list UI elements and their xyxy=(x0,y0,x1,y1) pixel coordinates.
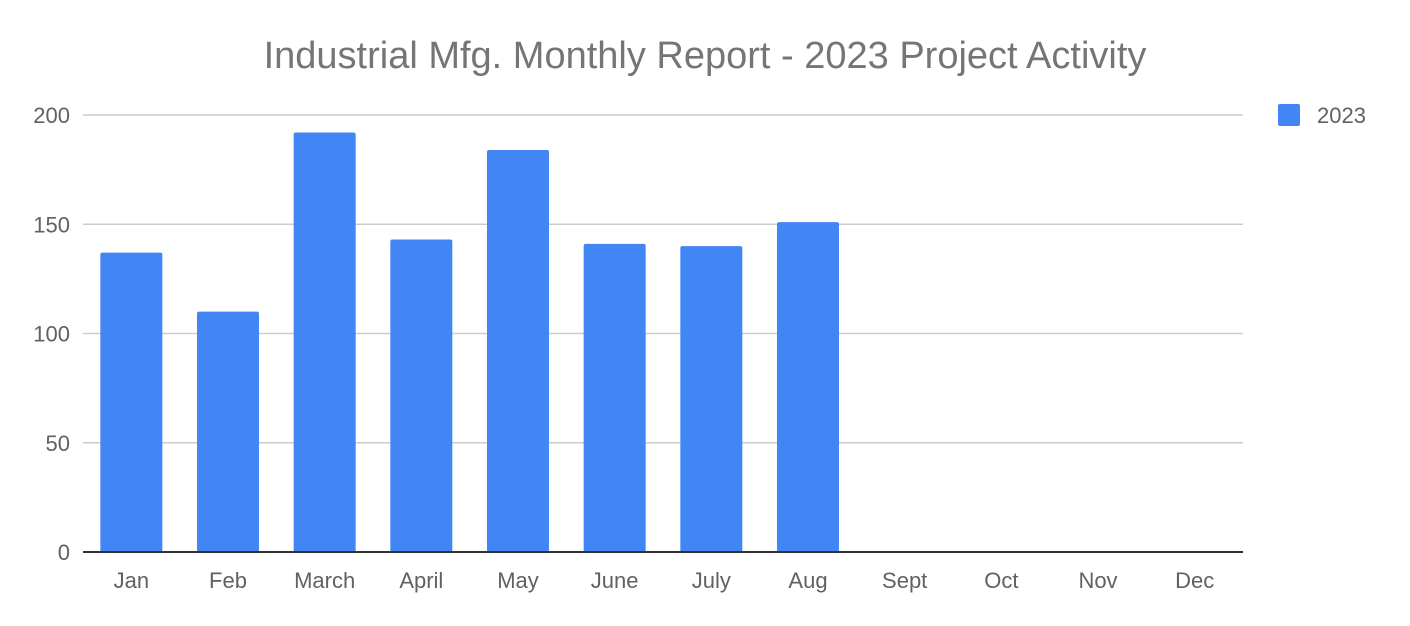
legend-swatch xyxy=(1278,104,1300,126)
bars xyxy=(100,132,839,553)
x-tick-label: Nov xyxy=(1078,568,1117,593)
legend-label: 2023 xyxy=(1317,103,1366,128)
x-axis-ticks: Jan Feb March April May June July Aug Sept Oct Nov… xyxy=(114,568,1215,593)
x-tick-label: March xyxy=(294,568,355,593)
x-tick-label: Oct xyxy=(984,568,1018,593)
bar[interactable] xyxy=(100,252,163,552)
bar[interactable] xyxy=(583,243,646,553)
x-tick-label: Aug xyxy=(788,568,827,593)
bar[interactable] xyxy=(293,132,356,553)
y-tick-label: 50 xyxy=(46,431,70,456)
y-tick-label: 150 xyxy=(33,212,70,237)
bar[interactable] xyxy=(680,246,743,552)
bar[interactable] xyxy=(390,239,453,553)
x-tick-label: May xyxy=(497,568,539,593)
y-axis-ticks: 0 50 100 150 200 xyxy=(33,103,70,565)
x-tick-label: July xyxy=(692,568,731,593)
x-tick-label: April xyxy=(399,568,443,593)
x-tick-label: June xyxy=(591,568,639,593)
y-tick-label: 100 xyxy=(33,322,70,347)
x-tick-label: Feb xyxy=(209,568,247,593)
x-tick-label: Sept xyxy=(882,568,927,593)
chart-title: Industrial Mfg. Monthly Report - 2023 Pr… xyxy=(264,35,1147,77)
x-tick-label: Dec xyxy=(1175,568,1214,593)
bar[interactable] xyxy=(197,311,259,552)
gridlines xyxy=(83,114,1243,444)
x-tick-label: Jan xyxy=(114,568,149,593)
y-tick-label: 0 xyxy=(58,540,70,565)
y-tick-label: 200 xyxy=(33,103,70,128)
bar[interactable] xyxy=(487,149,549,552)
legend[interactable]: 2023 xyxy=(1278,103,1366,128)
bar[interactable] xyxy=(777,222,839,552)
